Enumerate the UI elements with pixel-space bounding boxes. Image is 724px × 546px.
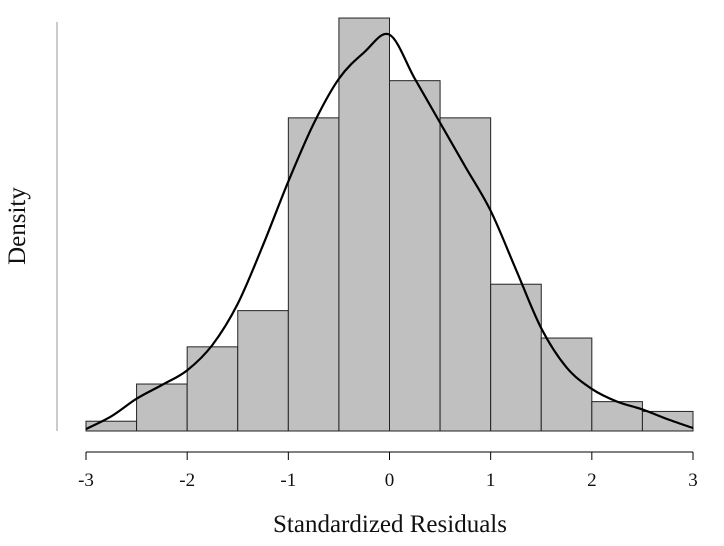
histogram-bar bbox=[641, 410, 694, 432]
histogram-bar bbox=[540, 337, 593, 432]
histogram-bar bbox=[490, 283, 542, 432]
density-curve bbox=[85, 32, 694, 431]
histogram-bar bbox=[389, 80, 441, 432]
histogram-bar bbox=[439, 117, 492, 432]
x-tick-label: -1 bbox=[280, 470, 296, 491]
histogram-bar bbox=[136, 383, 188, 432]
x-tick-label: 0 bbox=[385, 470, 395, 491]
histogram-bar bbox=[186, 346, 239, 432]
histogram-bar bbox=[287, 117, 340, 432]
histogram-bar bbox=[338, 17, 390, 432]
histogram-bar bbox=[237, 310, 289, 432]
histogram-bars bbox=[85, 17, 694, 432]
x-tick-label: -2 bbox=[179, 470, 195, 491]
x-tick-label: 3 bbox=[688, 470, 698, 491]
x-tick-label: 2 bbox=[587, 470, 597, 491]
x-tick-label: -3 bbox=[78, 470, 94, 491]
x-tick-label: 1 bbox=[486, 470, 496, 491]
x-axis-ticks: -3 -2 -1 0 1 2 3 bbox=[78, 452, 698, 491]
x-axis-title: Standardized Residuals bbox=[273, 511, 507, 538]
y-axis-title: Density bbox=[4, 187, 31, 265]
